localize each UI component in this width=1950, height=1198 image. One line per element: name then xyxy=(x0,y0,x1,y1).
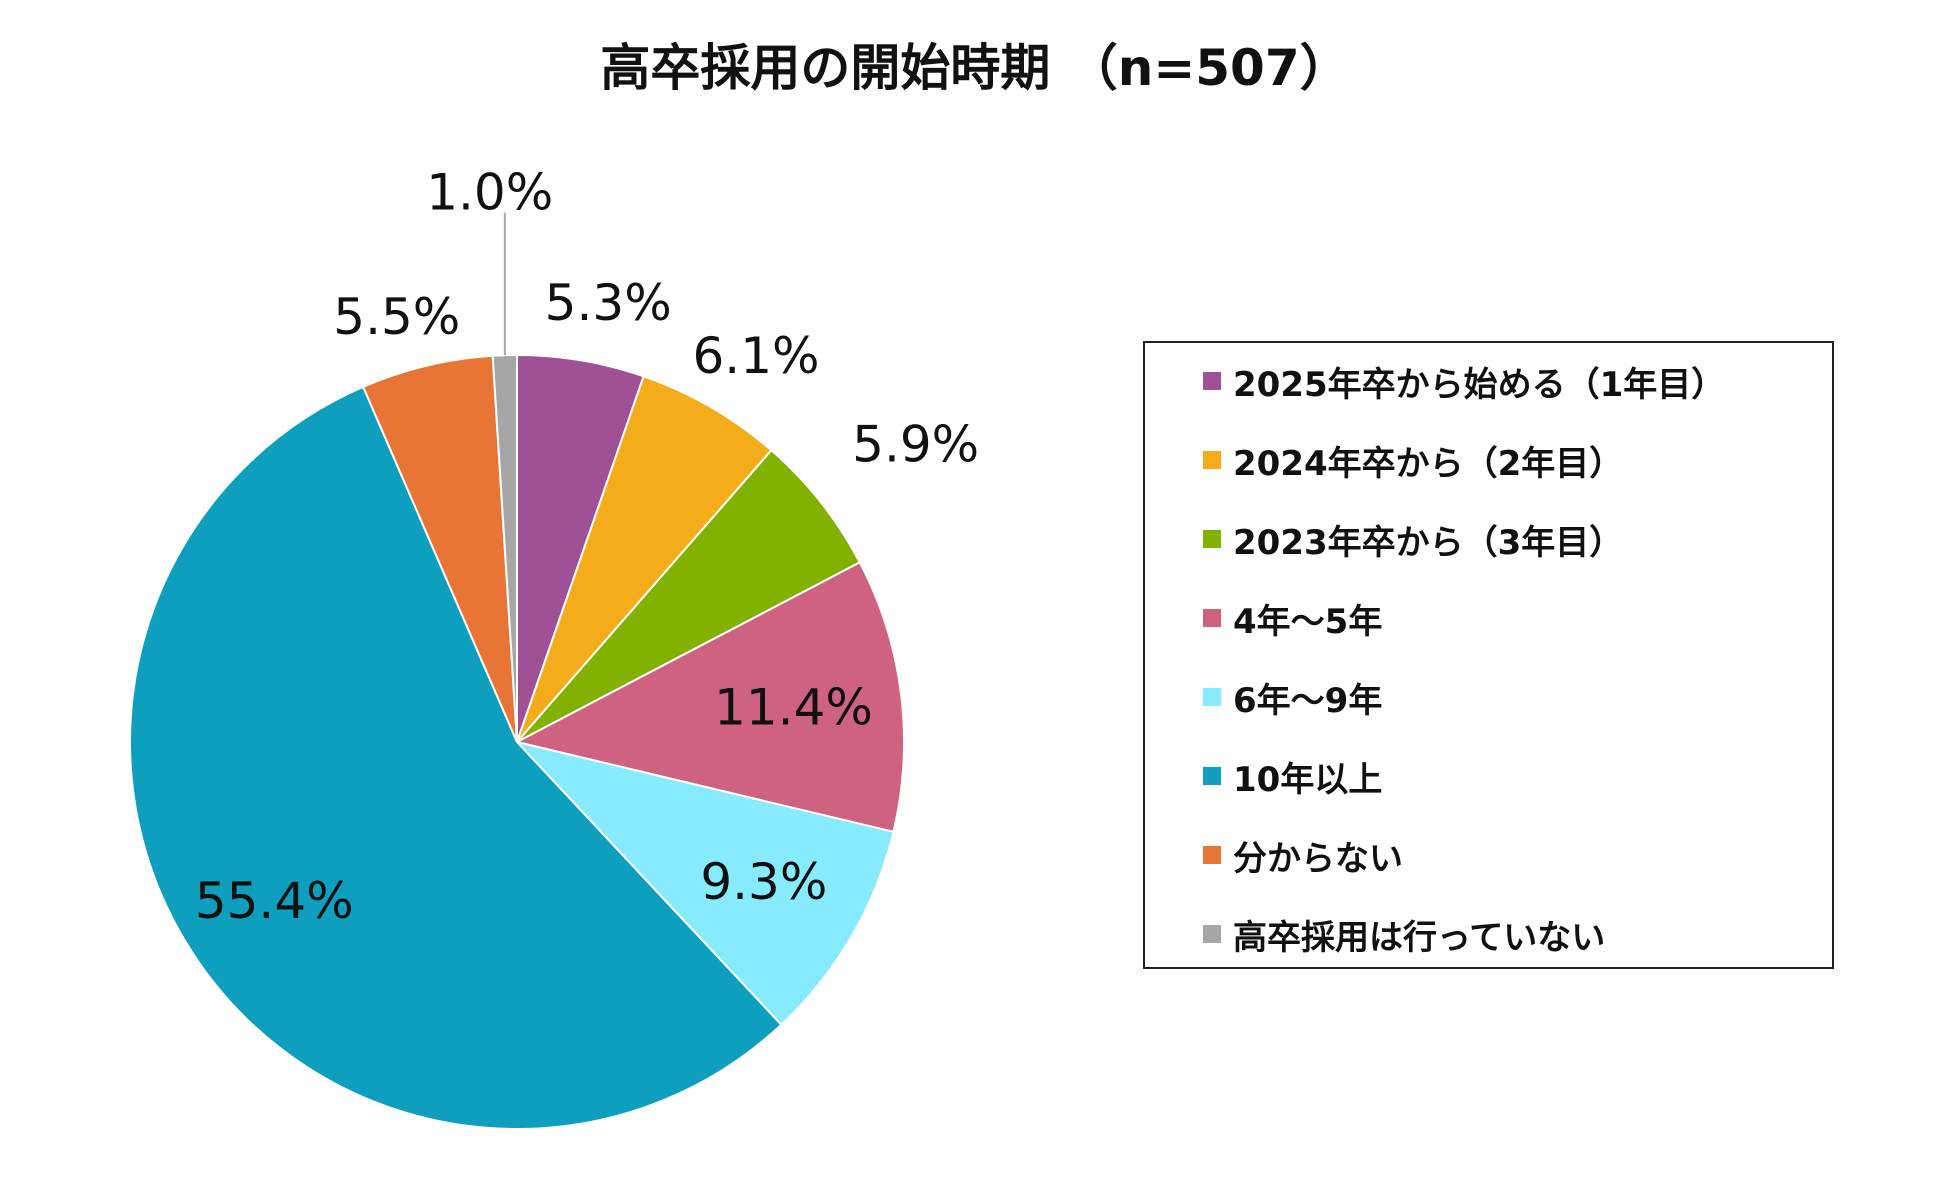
pie-slice-4 xyxy=(514,740,895,1027)
data-label-0: 5.3% xyxy=(545,274,672,332)
pie-slice-1 xyxy=(516,375,773,743)
legend-swatch xyxy=(1203,609,1221,627)
legend-item: 2025年卒から始める（1年目） xyxy=(1203,361,1725,405)
legend-item: 4年～5年 xyxy=(1203,598,1382,642)
legend-label: 2024年卒から（2年目） xyxy=(1233,443,1624,484)
data-label-6: 5.5% xyxy=(333,288,460,346)
legend-item: 2023年卒から（3年目） xyxy=(1203,519,1623,563)
legend-label: 6年～9年 xyxy=(1233,680,1383,721)
legend-item: 2024年卒から（2年目） xyxy=(1203,440,1623,484)
legend-swatch xyxy=(1203,846,1221,864)
legend-item: 10年以上 xyxy=(1203,756,1382,800)
chart-title: 高卒採用の開始時期 （n=507） xyxy=(600,39,1350,97)
pie-slice-5 xyxy=(129,385,783,1130)
legend-swatch xyxy=(1203,530,1221,548)
data-label-4: 9.3% xyxy=(700,853,827,911)
legend-swatch xyxy=(1203,688,1221,706)
legend-item: 高卒採用は行っていない xyxy=(1203,914,1605,958)
legend-label: 2025年卒から始める（1年目） xyxy=(1233,364,1726,405)
data-label-1: 6.1% xyxy=(692,327,819,385)
legend-swatch xyxy=(1203,925,1221,943)
legend-label: 分からない xyxy=(1233,838,1403,879)
data-label-3: 11.4% xyxy=(714,678,873,736)
legend-item: 分からない xyxy=(1203,835,1403,879)
data-label-5: 55.4% xyxy=(195,872,354,930)
legend-item: 6年～9年 xyxy=(1203,677,1382,721)
data-label-2: 5.9% xyxy=(852,416,979,474)
legend-label: 4年～5年 xyxy=(1233,601,1383,642)
legend-label: 高卒採用は行っていない xyxy=(1233,917,1606,958)
legend-label: 2023年卒から（3年目） xyxy=(1233,522,1624,563)
pie-slice-2 xyxy=(516,448,862,743)
legend: 2025年卒から始める（1年目） 2024年卒から（2年目） 2023年卒から（3年… xyxy=(1143,341,1834,969)
legend-swatch xyxy=(1203,451,1221,469)
legend-swatch xyxy=(1203,767,1221,785)
legend-label: 10年以上 xyxy=(1233,759,1383,800)
data-label-7: 1.0% xyxy=(426,164,553,222)
pie-slice-6 xyxy=(361,354,518,743)
legend-swatch xyxy=(1203,372,1221,390)
